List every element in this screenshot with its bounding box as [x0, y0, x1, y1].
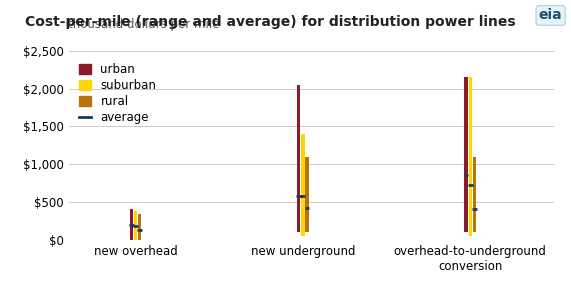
Bar — [464, 77, 468, 232]
Legend: urban, suburban, rural, average: urban, suburban, rural, average — [74, 59, 161, 129]
Text: Cost-per-mile (range and average) for distribution power lines: Cost-per-mile (range and average) for di… — [25, 15, 516, 29]
Bar — [134, 211, 137, 240]
Text: thousand dollars per mile: thousand dollars per mile — [68, 18, 219, 31]
Bar — [469, 77, 472, 236]
Bar — [138, 214, 142, 240]
Bar — [305, 157, 309, 232]
Bar — [301, 134, 304, 236]
Bar — [130, 210, 133, 240]
Text: eia: eia — [539, 8, 562, 23]
Bar — [473, 157, 476, 232]
Bar — [297, 85, 300, 232]
